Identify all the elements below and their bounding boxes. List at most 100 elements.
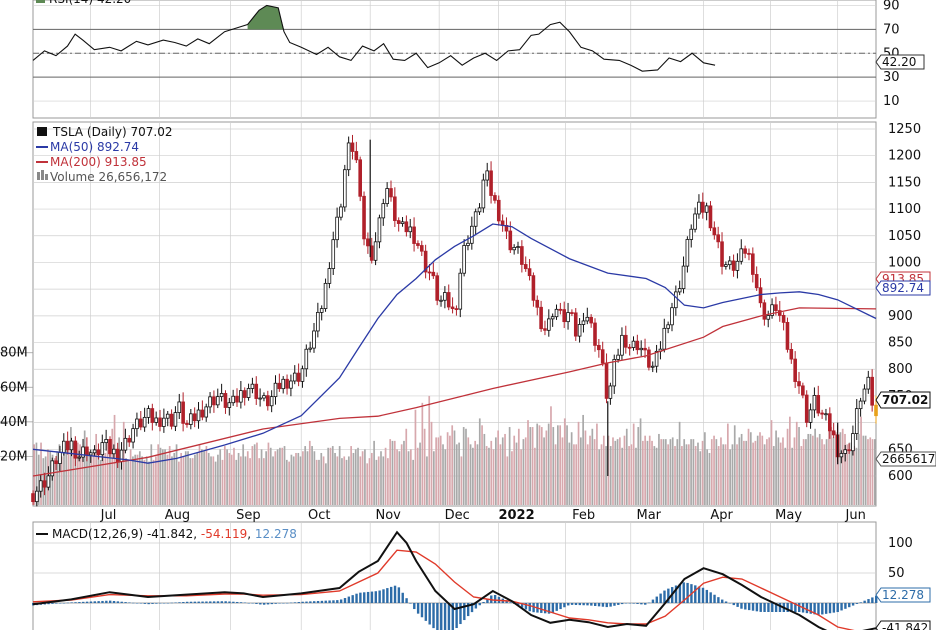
volume-bar xyxy=(752,442,754,505)
volume-legend-icon xyxy=(45,174,48,180)
volume-tick-label: 60M xyxy=(0,380,28,395)
macd-histogram-bar xyxy=(482,601,485,603)
volume-bar xyxy=(267,442,270,505)
x-axis-label: Apr xyxy=(710,508,733,523)
candle-body xyxy=(38,480,43,492)
macd-histogram-bar xyxy=(798,603,801,612)
volume-bar xyxy=(368,458,371,505)
macd-histogram-bar xyxy=(316,601,320,603)
macd-histogram-bar xyxy=(216,601,220,603)
macd-histogram-bar xyxy=(528,603,531,612)
volume-bar xyxy=(828,421,830,505)
macd-histogram-bar xyxy=(459,603,462,625)
volume-bar xyxy=(244,456,247,505)
candle-body xyxy=(435,275,439,301)
macd-histogram-bar xyxy=(794,603,797,612)
volume-bar xyxy=(279,447,281,505)
macd-histogram-bar xyxy=(347,596,351,603)
volume-bar xyxy=(570,432,573,505)
macd-histogram-bar xyxy=(586,603,589,606)
volume-bar xyxy=(150,444,153,505)
volume-bar xyxy=(805,439,807,505)
macd-histogram-bar xyxy=(82,601,85,603)
candle-body xyxy=(647,349,651,368)
candle-body xyxy=(404,221,409,233)
volume-bar xyxy=(338,446,341,505)
volume-bar xyxy=(157,444,160,505)
macd-histogram-bar xyxy=(320,600,324,603)
macd-histogram-bar xyxy=(470,603,474,613)
candle-body xyxy=(131,428,135,443)
macd-histogram-bar xyxy=(705,589,709,603)
ma50-tag: 892.74 xyxy=(882,281,924,295)
volume-bar xyxy=(779,442,782,505)
volume-bar xyxy=(841,428,844,505)
rsi-tick-label: 10 xyxy=(883,94,900,109)
candle-body xyxy=(200,409,205,418)
candle-body xyxy=(731,260,736,271)
volume-bar xyxy=(292,456,295,505)
candle-body xyxy=(242,390,247,398)
volume-bar xyxy=(122,421,125,505)
volume-bar xyxy=(391,440,394,505)
candle-body xyxy=(439,299,443,302)
macd-histogram-bar xyxy=(193,601,197,603)
volume-bar xyxy=(710,439,713,505)
volume-bar xyxy=(148,461,150,505)
macd-histogram-bar xyxy=(867,599,870,603)
macd-histogram-bar xyxy=(532,603,535,613)
candle-body xyxy=(112,448,116,455)
volume-bar xyxy=(414,409,417,505)
volume-bar xyxy=(775,430,777,505)
macd-histogram-bar xyxy=(182,601,185,603)
macd-histogram-bar xyxy=(559,603,562,610)
volume-bar xyxy=(155,456,157,505)
volume-bar xyxy=(531,427,534,505)
candle-body xyxy=(724,264,728,267)
macd-histogram-bar xyxy=(266,603,270,605)
macd-histogram-bar xyxy=(355,593,358,603)
macd-histogram-bar xyxy=(640,603,643,605)
candle-body xyxy=(85,446,89,456)
macd-histogram-bar xyxy=(440,603,443,630)
volume-bar xyxy=(749,432,752,505)
candle-body xyxy=(50,460,55,477)
macd-histogram-bar xyxy=(212,601,216,603)
volume-bar xyxy=(432,451,435,505)
candle-body xyxy=(585,316,590,322)
candle-body xyxy=(31,493,35,503)
candle-body xyxy=(843,449,848,454)
macd-histogram-bar xyxy=(751,603,755,611)
volume-bar xyxy=(240,456,242,505)
volume-bar xyxy=(306,451,309,505)
candle-body xyxy=(562,309,567,323)
candle-body xyxy=(577,324,582,337)
volume-bar xyxy=(251,446,254,505)
candle-body xyxy=(354,151,359,161)
volume-bar xyxy=(832,437,835,505)
candle-body xyxy=(866,376,871,390)
candle-body xyxy=(296,372,301,382)
candle-body xyxy=(604,362,609,399)
volume-bar xyxy=(423,428,426,505)
volume-bar xyxy=(685,444,688,505)
volume-bar xyxy=(111,428,114,505)
macd-histogram-bar xyxy=(47,603,50,605)
rsi-tick-label: 70 xyxy=(883,22,900,37)
candle-body xyxy=(820,412,824,415)
volume-bar xyxy=(563,418,566,505)
volume-bar xyxy=(846,444,849,505)
volume-bar xyxy=(536,423,539,505)
candle-body xyxy=(277,382,282,390)
candle-body xyxy=(481,179,486,209)
candle-body xyxy=(473,211,478,227)
candle-body xyxy=(535,299,540,308)
candle-body xyxy=(527,268,532,277)
volume-bar xyxy=(538,425,541,505)
volume-bar xyxy=(568,442,571,505)
macd-histogram-bar xyxy=(821,603,824,615)
volume-bar xyxy=(217,454,219,505)
macd-histogram-bar xyxy=(166,602,170,604)
candle-body xyxy=(531,275,536,301)
volume-bar xyxy=(152,459,155,505)
